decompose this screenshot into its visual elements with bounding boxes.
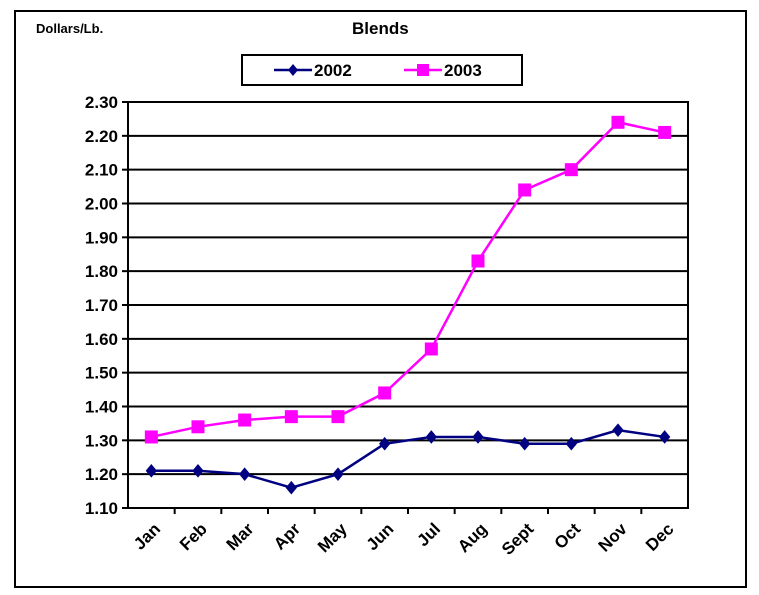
y-tick-label: 1.80 (85, 262, 118, 281)
legend-marker (288, 64, 298, 76)
x-tick-label: Sept (498, 519, 538, 559)
x-tick-label: Jul (413, 519, 444, 550)
data-point (285, 480, 297, 495)
data-point (425, 430, 437, 444)
x-tick-label: Feb (176, 519, 211, 554)
y-tick-label: 2.10 (85, 161, 118, 180)
data-point (565, 436, 577, 451)
x-tick-label: Aug (454, 519, 491, 556)
y-tick-label: 1.90 (85, 228, 118, 247)
y-axis-label: Dollars/Lb. (36, 21, 104, 36)
y-tick-label: 2.30 (85, 93, 118, 112)
legend-marker (417, 64, 429, 76)
data-point (378, 386, 392, 400)
y-tick-label: 1.70 (85, 296, 118, 315)
data-point (145, 464, 157, 478)
data-point (518, 183, 532, 197)
data-point (658, 125, 672, 139)
data-point (331, 410, 345, 424)
x-tick-label: Nov (595, 519, 632, 556)
legend-label: 2002 (314, 61, 352, 80)
legend-label: 2003 (444, 61, 482, 80)
data-point (471, 254, 485, 268)
data-point (611, 115, 625, 129)
x-tick-label: May (314, 519, 351, 556)
data-point (612, 423, 624, 437)
legend-box (241, 54, 523, 86)
y-tick-label: 1.60 (85, 330, 118, 349)
y-tick-label: 2.20 (85, 127, 118, 146)
y-tick-label: 1.50 (85, 364, 118, 383)
data-point (564, 163, 578, 177)
series-line-2003 (151, 120, 665, 439)
data-point (238, 413, 252, 427)
data-point (239, 467, 251, 481)
data-point (379, 436, 391, 451)
data-point (472, 430, 484, 444)
x-tick-label: Dec (642, 519, 677, 554)
x-tick-label: Jan (130, 519, 164, 553)
y-tick-label: 2.00 (85, 195, 118, 214)
data-point (424, 342, 438, 356)
y-tick-label: 1.10 (85, 499, 118, 518)
x-tick-label: Apr (270, 519, 304, 553)
data-point (519, 436, 531, 451)
x-tick-label: Oct (551, 519, 585, 553)
x-tick-label: Jun (363, 519, 398, 554)
series-line-2002 (151, 428, 665, 490)
data-point (144, 430, 158, 444)
data-point (192, 464, 204, 478)
chart-title: Blends (352, 19, 409, 38)
y-tick-label: 1.40 (85, 398, 118, 417)
data-point (659, 430, 671, 444)
x-tick-label: Mar (223, 519, 258, 554)
y-tick-label: 1.20 (85, 465, 118, 484)
data-point (332, 467, 344, 481)
data-point (284, 410, 298, 424)
data-point (191, 420, 205, 434)
y-tick-label: 1.30 (85, 431, 118, 450)
